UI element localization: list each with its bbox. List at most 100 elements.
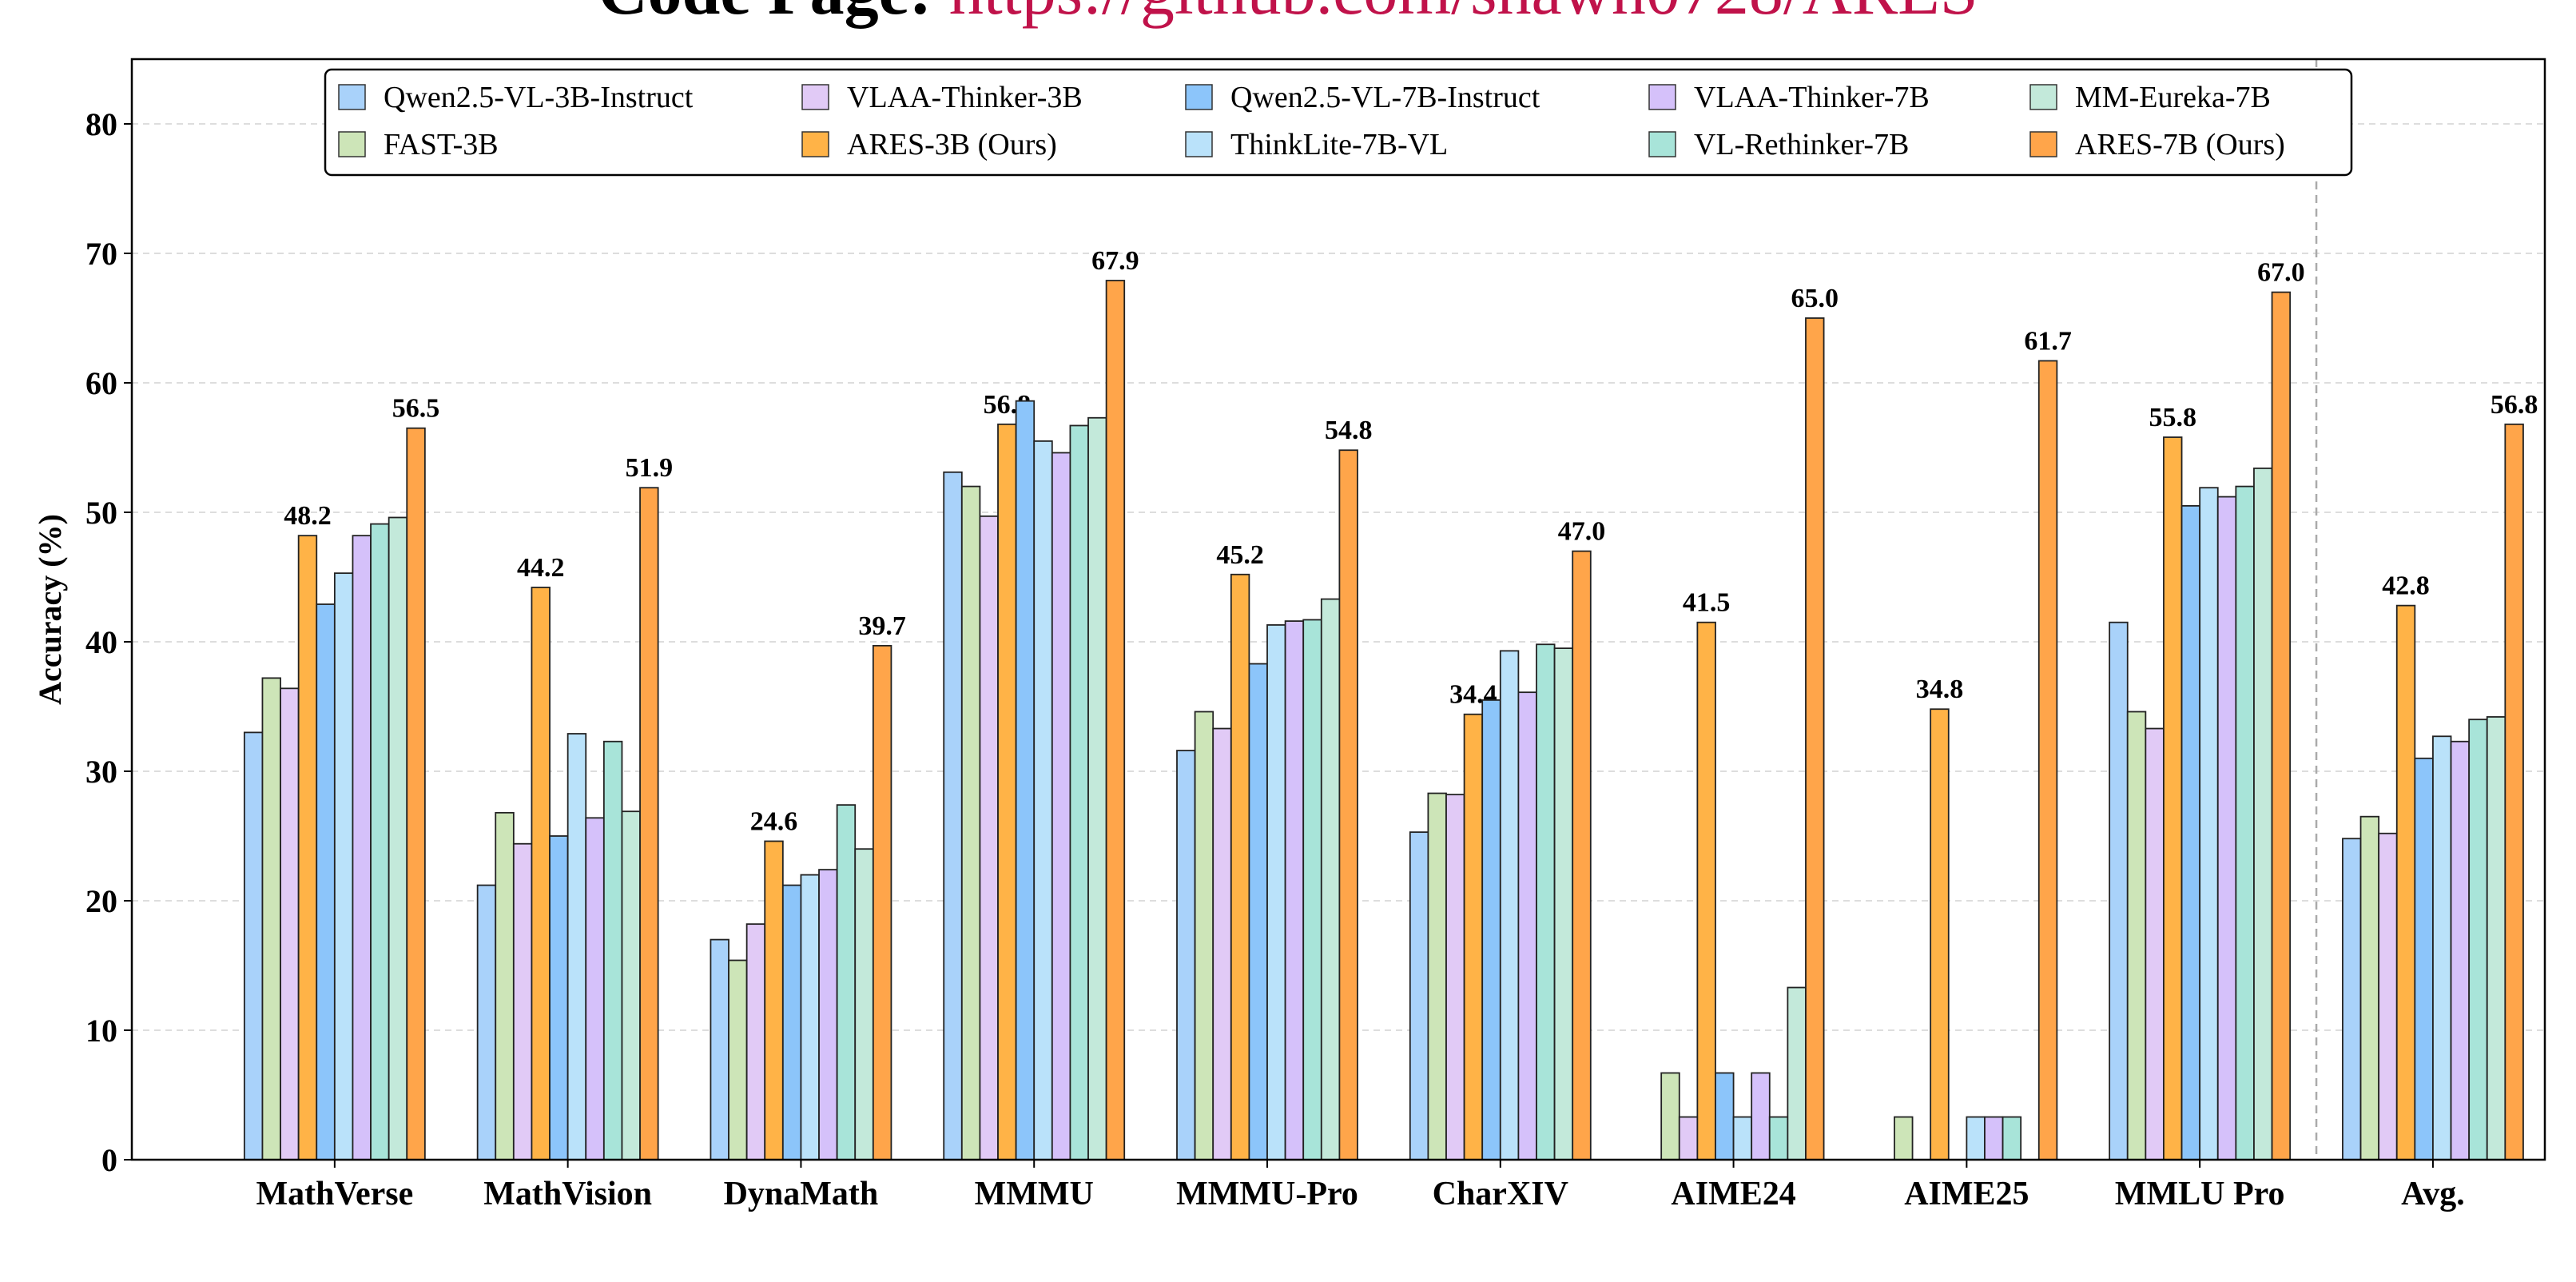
- bar-fast-3b: [960, 485, 981, 1161]
- data-label: 55.8: [2149, 403, 2197, 432]
- legend-swatch: [1648, 131, 1676, 157]
- plot-frame: [130, 58, 2546, 1161]
- x-tick-label: DynaMath: [724, 1176, 879, 1212]
- bar-vl-rethinker-7b: [836, 804, 857, 1161]
- bar-fast-3b: [2359, 815, 2380, 1161]
- legend-swatch: [2029, 131, 2057, 157]
- bar-mm-eureka-7b: [1320, 598, 1341, 1161]
- legend-item: VLAA-Thinker-7B: [1648, 81, 1930, 114]
- bar-qwen2-5-vl-3b-instruct: [2342, 838, 2362, 1161]
- bar-vlaa-thinker-7b: [1051, 452, 1071, 1161]
- bar-vlaa-thinker-3b: [745, 923, 766, 1161]
- legend-label: FAST-3B: [384, 128, 499, 161]
- bar-mm-eureka-7b: [2253, 468, 2273, 1161]
- bar-vl-rethinker-7b: [370, 523, 390, 1161]
- data-label: 42.8: [2382, 571, 2430, 601]
- bar-fast-3b: [261, 677, 281, 1161]
- y-tick-label: 70: [85, 236, 117, 272]
- legend-item: ThinkLite-7B-VL: [1185, 128, 1448, 161]
- legend-swatch: [338, 84, 366, 110]
- bar-ares-7b-ours-: [406, 427, 426, 1161]
- data-label: 45.2: [1216, 540, 1264, 570]
- bar-vlaa-thinker-3b: [2145, 727, 2165, 1161]
- bar-qwen2-5-vl-3b-instruct: [243, 731, 264, 1161]
- legend-item: FAST-3B: [338, 128, 499, 161]
- legend-label: Qwen2.5-VL-7B-Instruct: [1230, 81, 1540, 114]
- bar-vlaa-thinker-3b: [280, 687, 300, 1161]
- bar-ares-3b-ours-: [2395, 604, 2416, 1161]
- bar-mm-eureka-7b: [2486, 716, 2506, 1161]
- legend-label: ARES-3B (Ours): [847, 128, 1057, 161]
- bar-fast-3b: [1660, 1072, 1680, 1161]
- legend-swatch: [801, 131, 829, 157]
- bar-mm-eureka-7b: [1087, 416, 1107, 1161]
- legend-label: VLAA-Thinker-7B: [1694, 81, 1930, 114]
- legend-label: ARES-7B (Ours): [2075, 128, 2285, 161]
- bar-fast-3b: [1427, 792, 1447, 1161]
- bar-qwen2-5-vl-3b-instruct: [710, 938, 729, 1161]
- legend-item: MM-Eureka-7B: [2029, 81, 2271, 114]
- bar-mm-eureka-7b: [388, 516, 408, 1161]
- legend-swatch: [338, 131, 366, 157]
- bar-qwen2-5-vl-7b-instruct: [2180, 505, 2201, 1161]
- legend-item: VLAA-Thinker-3B: [801, 81, 1083, 114]
- data-label: 39.7: [858, 611, 906, 641]
- legend-swatch: [1185, 131, 1213, 157]
- bar-thinklite-7b-vl: [1033, 440, 1053, 1161]
- legend-label: VL-Rethinker-7B: [1694, 128, 1909, 161]
- bar-thinklite-7b-vl: [2199, 487, 2219, 1161]
- bar-vlaa-thinker-7b: [2450, 740, 2471, 1161]
- data-label: 51.9: [626, 453, 674, 483]
- x-tick-label: MathVision: [483, 1176, 652, 1212]
- legend: Qwen2.5-VL-3B-Instruct VLAA-Thinker-3B Qwe…: [324, 68, 2353, 177]
- bar-thinklite-7b-vl: [800, 874, 820, 1161]
- legend-item: ARES-3B (Ours): [801, 128, 1057, 161]
- legend-swatch: [1185, 84, 1213, 110]
- bar-qwen2-5-vl-7b-instruct: [1248, 663, 1268, 1161]
- x-tick-label: Avg.: [2401, 1176, 2465, 1212]
- bar-vl-rethinker-7b: [2468, 719, 2488, 1161]
- bar-vlaa-thinker-3b: [2378, 832, 2398, 1161]
- bar-ares-3b-ours-: [531, 587, 551, 1161]
- x-tick-label: MathVerse: [256, 1176, 413, 1212]
- code-page-link[interactable]: https://github.com/shawn0728/ARES: [949, 0, 1978, 29]
- bar-mm-eureka-7b: [1787, 986, 1807, 1161]
- bar-qwen2-5-vl-7b-instruct: [1481, 699, 1501, 1161]
- y-tick-label: 40: [85, 624, 117, 660]
- bar-ares-7b-ours-: [1338, 449, 1358, 1161]
- data-label: 61.7: [2024, 326, 2072, 356]
- legend-frame: [324, 68, 2353, 177]
- legend-item: Qwen2.5-VL-3B-Instruct: [338, 81, 694, 114]
- bar-vl-rethinker-7b: [1768, 1116, 1789, 1161]
- y-tick-label: 30: [85, 754, 117, 790]
- legend-item: ARES-7B (Ours): [2029, 128, 2285, 161]
- bar-vlaa-thinker-7b: [1984, 1116, 2004, 1161]
- x-tick-label: AIME24: [1671, 1176, 1795, 1212]
- bar-fast-3b: [728, 959, 748, 1161]
- x-tick-label: MMMU: [975, 1176, 1094, 1212]
- y-tick-label: 60: [85, 365, 117, 401]
- y-axis-label: Accuracy (%): [32, 514, 68, 705]
- bar-ares-3b-ours-: [297, 535, 318, 1161]
- legend-swatch: [2029, 84, 2057, 110]
- bar-vl-rethinker-7b: [602, 740, 623, 1161]
- bar-ares-7b-ours-: [639, 487, 659, 1161]
- bar-vl-rethinker-7b: [2002, 1116, 2022, 1161]
- bar-qwen2-5-vl-3b-instruct: [476, 884, 497, 1161]
- bar-qwen2-5-vl-7b-instruct: [781, 884, 802, 1161]
- bar-vl-rethinker-7b: [1069, 424, 1089, 1161]
- title-prefix: Code Page:: [598, 0, 932, 29]
- legend-swatch: [801, 84, 829, 110]
- data-label: 56.8: [2491, 390, 2538, 420]
- bar-mm-eureka-7b: [1553, 647, 1574, 1161]
- bar-vlaa-thinker-7b: [1751, 1072, 1771, 1161]
- bar-vlaa-thinker-7b: [1517, 691, 1537, 1161]
- bar-qwen2-5-vl-3b-instruct: [2109, 621, 2129, 1161]
- bar-fast-3b: [1194, 711, 1214, 1161]
- data-label: 44.2: [517, 553, 565, 583]
- bar-thinklite-7b-vl: [2432, 735, 2452, 1161]
- y-tick-label: 80: [85, 106, 117, 142]
- bar-fast-3b: [1894, 1116, 1914, 1161]
- bar-ares-7b-ours-: [2037, 360, 2058, 1161]
- bar-ares-7b-ours-: [2271, 291, 2292, 1161]
